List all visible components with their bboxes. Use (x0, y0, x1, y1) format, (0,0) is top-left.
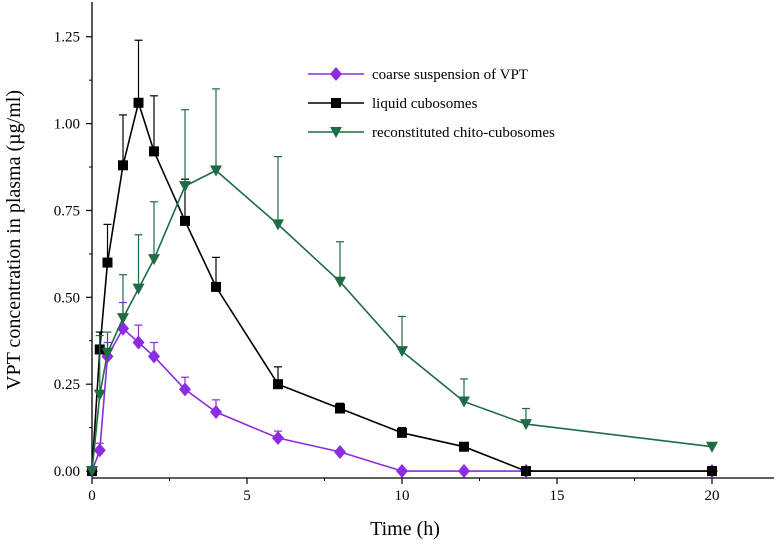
data-point (396, 464, 408, 479)
y-tick-label: 1.25 (54, 30, 80, 46)
data-point (458, 464, 470, 479)
data-point (272, 219, 284, 231)
data-point (132, 335, 145, 350)
data-point (86, 466, 98, 478)
y-axis-title: VPT concentration in plasma (µg/ml) (3, 90, 25, 390)
series-line (91, 99, 712, 472)
legend-marker (331, 98, 341, 108)
data-point (133, 97, 144, 108)
data-point (459, 441, 469, 452)
data-point (397, 427, 407, 438)
data-point (101, 347, 114, 359)
series-3 (86, 88, 718, 478)
legend-entry-1: coarse suspension of VPT (308, 67, 528, 83)
data-point (706, 441, 718, 453)
data-point (273, 379, 283, 390)
data-point (335, 403, 345, 414)
data-point (211, 281, 221, 292)
series-layer (86, 39, 718, 479)
y-tick-label: 0.75 (54, 203, 80, 219)
x-tick-label: 10 (395, 488, 410, 504)
data-point (179, 382, 191, 397)
data-point (707, 466, 717, 477)
axis-ticks: 0 5 10 15 20 0.00 0.25 0.50 0.75 1.00 1.25 (54, 30, 720, 504)
data-point (93, 443, 106, 458)
x-tick-label: 20 (705, 488, 720, 504)
data-point (93, 389, 106, 401)
data-point (396, 346, 408, 358)
series-line (91, 169, 713, 472)
data-point (118, 160, 128, 171)
legend-marker (330, 127, 342, 138)
data-point (179, 181, 191, 193)
data-point (148, 349, 160, 364)
legend-marker (330, 67, 342, 81)
y-tick-label: 0.25 (54, 377, 80, 393)
data-point (334, 444, 346, 459)
y-tick-label: 0.50 (54, 290, 80, 306)
data-point (210, 404, 222, 419)
data-point (458, 396, 470, 408)
y-tick-label: 1.00 (54, 117, 80, 133)
data-point (334, 276, 346, 288)
data-point (520, 419, 532, 431)
data-point (521, 466, 531, 477)
data-point (148, 254, 160, 266)
legend-entry-3: reconstituted chito-cubosomes (308, 125, 555, 141)
legend-entry-2: liquid cubosomes (308, 96, 478, 112)
data-point (180, 215, 190, 226)
x-tick-label: 0 (88, 488, 96, 504)
data-point (149, 146, 159, 157)
legend-label: coarse suspension of VPT (372, 67, 528, 83)
data-point (272, 431, 284, 446)
x-axis-title: Time (h) (370, 518, 440, 540)
data-point (117, 313, 129, 325)
data-point (132, 283, 145, 295)
plot-axes (91, 2, 774, 479)
legend-label: liquid cubosomes (372, 96, 478, 112)
x-tick-label: 5 (243, 488, 251, 504)
data-point (210, 165, 222, 177)
y-tick-label: 0.00 (54, 464, 80, 480)
x-tick-label: 15 (550, 488, 565, 504)
legend: coarse suspension of VPT liquid cubosomes… (308, 67, 555, 141)
legend-label: reconstituted chito-cubosomes (372, 125, 555, 141)
data-point (102, 257, 113, 268)
